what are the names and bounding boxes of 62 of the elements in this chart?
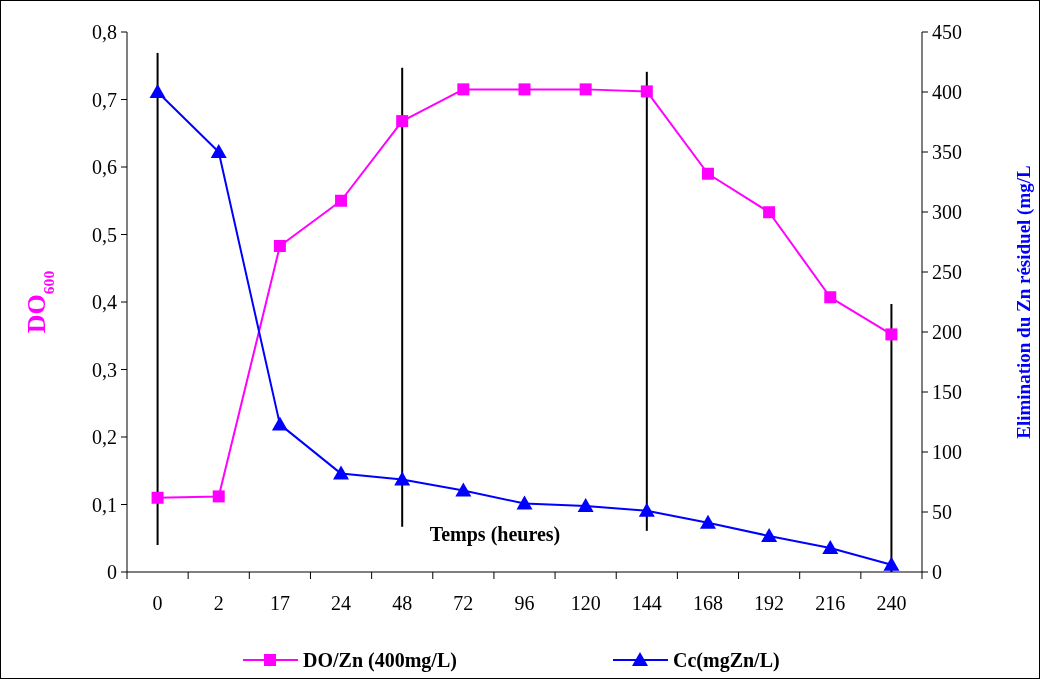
x-tick-label: 0 <box>152 592 163 614</box>
y-tick-label: 0,1 <box>92 493 117 516</box>
y2-tick-label: 100 <box>932 441 962 463</box>
point <box>210 144 227 158</box>
y2-tick-label: 300 <box>932 201 962 223</box>
point <box>149 84 166 98</box>
point <box>822 540 839 554</box>
point <box>518 83 531 96</box>
x-tick-label: 72 <box>453 592 474 614</box>
y2-tick-label: 0 <box>932 561 942 583</box>
x-tick-label: 2 <box>213 592 224 614</box>
x-tick-label: 96 <box>514 592 535 614</box>
y-tick-label: 0,7 <box>92 88 117 111</box>
x-axis-title: Temps (heures) <box>429 523 561 546</box>
point <box>885 328 898 341</box>
x-tick-label: 48 <box>392 592 413 614</box>
point <box>699 514 716 529</box>
point <box>335 194 348 207</box>
x-tick-label: 192 <box>754 592 785 614</box>
y-tick-label: 0,6 <box>92 156 117 178</box>
point <box>577 498 594 512</box>
point <box>883 556 900 571</box>
point <box>273 239 286 252</box>
x-tick-label: 120 <box>570 592 601 614</box>
y-tick-label: 0,2 <box>92 426 117 448</box>
y2-tick-label: 350 <box>932 141 962 163</box>
x-tick-label: 144 <box>631 592 662 614</box>
point <box>579 83 592 96</box>
point <box>824 291 837 304</box>
y2-tick-label: 450 <box>932 21 962 43</box>
y2-tick-label: 150 <box>932 381 962 403</box>
x-tick-label: 24 <box>331 592 352 614</box>
legend-label: Cc(mgZn/L) <box>673 649 780 672</box>
y-tick-label: 0,5 <box>92 223 117 246</box>
legend-label: DO/Zn (400mg/L) <box>303 649 457 672</box>
x-tick-label: 17 <box>269 592 290 614</box>
y2-tick-label: 400 <box>932 81 962 103</box>
point <box>455 482 472 497</box>
point <box>638 502 655 517</box>
point <box>151 491 164 504</box>
x-tick-label: 240 <box>876 592 907 614</box>
point <box>763 206 776 219</box>
y-tick-label: 0,4 <box>92 291 117 313</box>
point <box>516 495 533 510</box>
point <box>701 167 714 180</box>
point <box>212 490 225 503</box>
point <box>333 465 350 480</box>
y2-axis-title: Elimination du Zn résiduel (mg/L <box>1013 165 1035 439</box>
y-tick-label: 0,3 <box>92 358 117 381</box>
point <box>457 83 470 96</box>
point <box>394 471 411 486</box>
y2-tick-label: 200 <box>932 321 962 343</box>
y-tick-label: 0,8 <box>92 21 117 43</box>
point <box>640 85 653 98</box>
point <box>761 528 778 542</box>
x-tick-label: 168 <box>692 592 723 614</box>
y-tick-label: 0 <box>107 561 117 583</box>
point <box>271 416 288 431</box>
y2-tick-label: 250 <box>932 261 962 283</box>
point <box>396 115 409 128</box>
y2-tick-label: 50 <box>932 501 952 523</box>
x-tick-label: 216 <box>815 592 846 614</box>
